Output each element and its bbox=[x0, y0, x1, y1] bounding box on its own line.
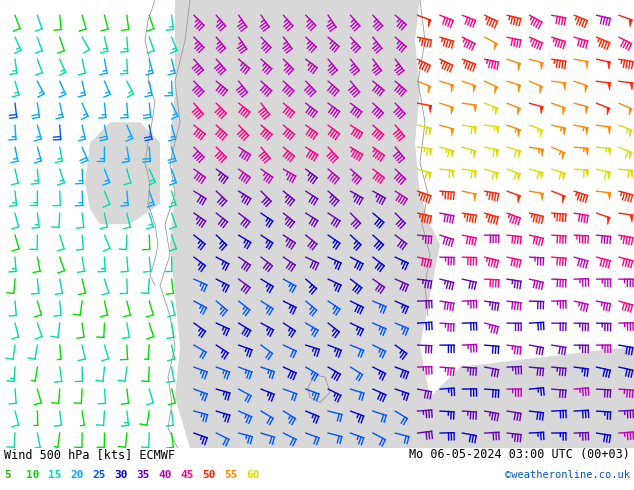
Polygon shape bbox=[170, 0, 440, 448]
Polygon shape bbox=[429, 172, 431, 180]
Polygon shape bbox=[585, 127, 588, 135]
Text: 15: 15 bbox=[48, 470, 61, 480]
Polygon shape bbox=[563, 127, 566, 135]
Polygon shape bbox=[429, 105, 432, 113]
Text: 25: 25 bbox=[92, 470, 105, 480]
Text: 60: 60 bbox=[246, 470, 259, 480]
Polygon shape bbox=[451, 171, 454, 178]
Text: 50: 50 bbox=[202, 470, 216, 480]
Polygon shape bbox=[517, 107, 520, 115]
Text: 20: 20 bbox=[70, 470, 84, 480]
Text: 45: 45 bbox=[180, 470, 193, 480]
Polygon shape bbox=[518, 85, 521, 92]
Polygon shape bbox=[518, 63, 521, 71]
Polygon shape bbox=[607, 217, 610, 224]
Polygon shape bbox=[451, 85, 453, 92]
Polygon shape bbox=[585, 106, 588, 114]
Polygon shape bbox=[474, 127, 476, 134]
Polygon shape bbox=[474, 105, 476, 112]
Text: 10: 10 bbox=[26, 470, 39, 480]
Text: 30: 30 bbox=[114, 470, 127, 480]
Polygon shape bbox=[608, 193, 611, 200]
Polygon shape bbox=[496, 172, 498, 180]
Polygon shape bbox=[630, 129, 632, 137]
Polygon shape bbox=[494, 43, 497, 50]
Polygon shape bbox=[451, 128, 453, 136]
Text: 5: 5 bbox=[4, 470, 11, 480]
Polygon shape bbox=[630, 19, 632, 27]
Polygon shape bbox=[607, 172, 611, 179]
Text: ©weatheronline.co.uk: ©weatheronline.co.uk bbox=[505, 470, 630, 480]
Text: Wind 500 hPa [kts] ECMWF: Wind 500 hPa [kts] ECMWF bbox=[4, 448, 175, 462]
Polygon shape bbox=[451, 107, 453, 114]
Polygon shape bbox=[496, 126, 499, 134]
Text: 35: 35 bbox=[136, 470, 150, 480]
Polygon shape bbox=[428, 86, 430, 93]
Polygon shape bbox=[518, 195, 521, 203]
Polygon shape bbox=[474, 171, 476, 178]
Polygon shape bbox=[585, 85, 588, 93]
Polygon shape bbox=[607, 107, 610, 115]
Polygon shape bbox=[473, 150, 476, 158]
Polygon shape bbox=[585, 148, 588, 155]
Polygon shape bbox=[473, 85, 476, 93]
Polygon shape bbox=[518, 173, 521, 181]
Polygon shape bbox=[585, 170, 588, 177]
Polygon shape bbox=[428, 19, 431, 27]
Polygon shape bbox=[562, 172, 566, 180]
Polygon shape bbox=[630, 151, 632, 159]
Polygon shape bbox=[496, 149, 498, 157]
Text: 40: 40 bbox=[158, 470, 172, 480]
Polygon shape bbox=[563, 82, 566, 90]
Polygon shape bbox=[540, 106, 543, 114]
Polygon shape bbox=[585, 61, 588, 69]
Polygon shape bbox=[518, 129, 521, 137]
Polygon shape bbox=[607, 62, 611, 69]
Polygon shape bbox=[541, 149, 543, 156]
Polygon shape bbox=[629, 108, 632, 116]
Polygon shape bbox=[540, 172, 543, 180]
Polygon shape bbox=[540, 86, 543, 93]
Polygon shape bbox=[540, 62, 543, 70]
Polygon shape bbox=[541, 193, 543, 200]
Polygon shape bbox=[630, 83, 633, 90]
Polygon shape bbox=[630, 215, 633, 222]
Polygon shape bbox=[630, 170, 633, 177]
Polygon shape bbox=[608, 127, 611, 134]
Polygon shape bbox=[608, 83, 611, 90]
Polygon shape bbox=[474, 194, 476, 201]
Polygon shape bbox=[562, 107, 565, 115]
Text: Mo 06-05-2024 03:00 UTC (00+03): Mo 06-05-2024 03:00 UTC (00+03) bbox=[409, 448, 630, 462]
Polygon shape bbox=[495, 107, 498, 115]
Polygon shape bbox=[85, 122, 160, 224]
Polygon shape bbox=[495, 86, 498, 94]
Polygon shape bbox=[562, 152, 565, 159]
Polygon shape bbox=[518, 150, 521, 158]
Polygon shape bbox=[608, 148, 611, 155]
Polygon shape bbox=[451, 150, 453, 158]
Polygon shape bbox=[540, 129, 543, 137]
Text: 55: 55 bbox=[224, 470, 238, 480]
Polygon shape bbox=[429, 148, 432, 156]
Polygon shape bbox=[429, 127, 431, 135]
Polygon shape bbox=[562, 195, 565, 203]
Polygon shape bbox=[420, 346, 634, 448]
